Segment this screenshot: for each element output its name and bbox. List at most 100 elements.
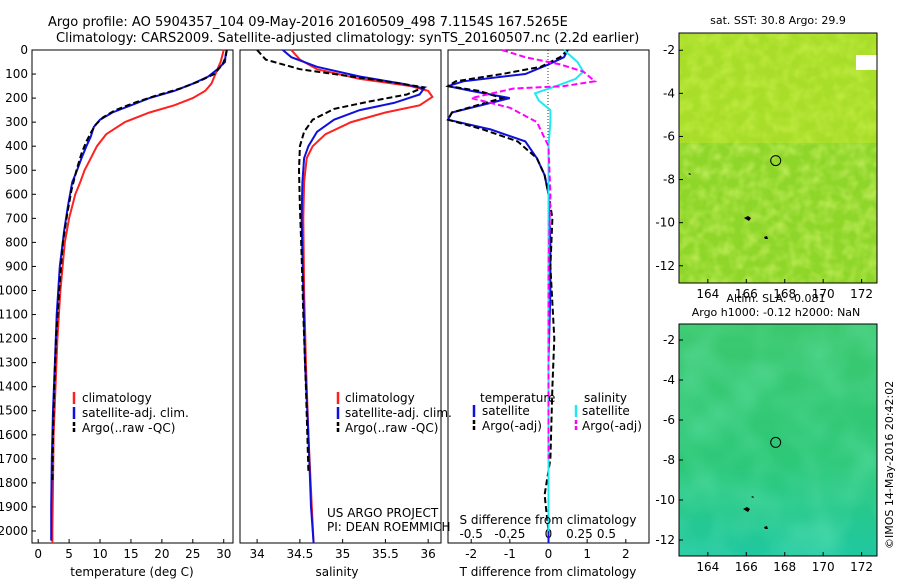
map-x-tick-label: 172	[850, 560, 873, 574]
legend-climatology: climatology	[345, 391, 415, 405]
title-line-2: Climatology: CARS2009. Satellite-adjuste…	[56, 31, 639, 46]
legend-s-satellite: satellite	[582, 404, 630, 418]
x-tick-label: 36	[421, 547, 436, 561]
argo-position-marker	[770, 436, 782, 448]
map-x-tick-label: 164	[696, 287, 719, 301]
depth-tick-label: 500	[5, 163, 28, 177]
x-tick-label: -2	[465, 547, 477, 561]
island	[744, 216, 751, 221]
depth-axis: 0 100 200 300 400 500 600 700 800 900 1000 1100 1200…	[0, 43, 36, 538]
depth-tick-label: 200	[5, 91, 28, 105]
x-tick-label: 1	[583, 547, 591, 561]
x-tick-label: 25	[185, 547, 200, 561]
x-tick-label: 0	[34, 547, 42, 561]
difference-series	[445, 49, 598, 543]
map-y-tick-label: -2	[663, 43, 675, 57]
sla-map-title-1: Altim. SLA: -0.081	[726, 292, 825, 305]
depth-tick-label: 1200	[0, 332, 28, 346]
s-difference-label: S difference from climatology	[460, 513, 637, 527]
map-x-tick-label: 168	[773, 287, 796, 301]
s-tick-label: -0.25	[494, 527, 525, 541]
depth-tick-label: 1000	[0, 283, 28, 297]
sla-map: Altim. SLA: -0.081 Argo h1000: -0.12 h20…	[655, 292, 878, 574]
legend-argo: Argo(..raw -QC)	[82, 421, 175, 435]
x-tick-label: 30	[216, 547, 231, 561]
series-climatology	[290, 49, 434, 544]
map-x-tick-label: 168	[773, 560, 796, 574]
series-argo-raw-qc-	[51, 49, 228, 483]
x-tick-label: -1	[504, 547, 516, 561]
map-y-tick-label: -6	[663, 413, 675, 427]
map-x-tick-label: 166	[735, 560, 758, 574]
map-y-tick-label: -12	[655, 533, 675, 547]
s-tick-label: -0.5	[459, 527, 482, 541]
map-y-tick-label: -12	[655, 259, 675, 273]
difference-x-ticks: -2 -1 0 1 2-0.5 -0.25 0 0.25 0.5	[459, 527, 629, 561]
salinity-panel-frame	[239, 49, 442, 544]
temperature-panel-frame	[31, 49, 234, 544]
difference-panel: -2 -1 0 1 2-0.5 -0.25 0 0.25 0.5 S difference fr…	[445, 49, 650, 579]
legend-t-argo: Argo(-adj)	[482, 419, 542, 433]
footer-timestamp: ©IMOS 14-May-2016 20:42:02	[883, 381, 896, 549]
argo-position-marker	[770, 155, 782, 167]
depth-tick-label: 1600	[0, 428, 28, 442]
t-difference-label: T difference from climatology	[459, 565, 637, 579]
depth-tick-label: 2000	[0, 524, 28, 538]
sla-map-frame	[678, 323, 878, 557]
temperature-legend: climatology satellite-adj. clim. Argo(..…	[72, 391, 189, 435]
island	[743, 507, 750, 512]
pi-annotation: PI: DEAN ROEMMICH	[327, 520, 450, 534]
depth-tick-label: 1500	[0, 404, 28, 418]
sst-islands	[688, 173, 768, 239]
legend-satellite-adj: satellite-adj. clim.	[82, 406, 189, 420]
legend-satellite-adj: satellite-adj. clim.	[345, 406, 452, 420]
x-tick-label: 34.5	[287, 547, 314, 561]
project-annotation: US ARGO PROJECT	[327, 506, 439, 520]
map-x-tick-label: 170	[812, 287, 835, 301]
x-tick-label: 20	[154, 547, 169, 561]
depth-tick-label: 0	[20, 43, 28, 57]
depth-tick-label: 900	[5, 259, 28, 273]
series-climatology	[51, 49, 225, 543]
island	[764, 526, 768, 529]
x-tick-label: 2	[622, 547, 630, 561]
sst-map-frame	[678, 32, 878, 284]
map-y-tick-label: -4	[663, 86, 675, 100]
s-tick-label: 0.5	[597, 527, 616, 541]
map-y-tick-label: -10	[655, 216, 675, 230]
temperature-x-ticks: 0 5 10 15 20 25 30	[34, 539, 231, 561]
depth-tick-label: 1300	[0, 356, 28, 370]
sst-axis-ticks: 164 166 168 170 172 -2 -4 -6 -8 -10 -12	[655, 43, 873, 301]
temperature-series	[50, 49, 228, 543]
series-satellite-adj-clim-	[282, 49, 426, 544]
map-x-tick-label: 166	[735, 287, 758, 301]
salinity-legend: climatology satellite-adj. clim. Argo(..…	[336, 391, 452, 435]
depth-tick-label: 600	[5, 187, 28, 201]
depth-tick-label: 1800	[0, 476, 28, 490]
x-tick-label: 35	[335, 547, 350, 561]
x-tick-label: 5	[65, 547, 73, 561]
sla-map-texture	[679, 324, 877, 556]
series-satellite-adj-clim-	[50, 49, 228, 541]
x-tick-label: 15	[123, 547, 138, 561]
x-tick-label: 34	[249, 547, 264, 561]
island	[688, 173, 691, 175]
map-y-tick-label: -8	[663, 453, 675, 467]
depth-tick-label: 700	[5, 211, 28, 225]
sst-map-texture	[679, 33, 877, 283]
depth-tick-label: 800	[5, 235, 28, 249]
legend-header-salinity: salinity	[584, 391, 627, 405]
salinity-axis-label: salinity	[315, 565, 358, 579]
depth-tick-label: 400	[5, 139, 28, 153]
x-tick-label: 0	[545, 547, 553, 561]
temperature-axis-label: temperature (deg C)	[70, 565, 193, 579]
legend-argo: Argo(..raw -QC)	[345, 421, 438, 435]
map-x-tick-label: 164	[696, 560, 719, 574]
series-s-satellite	[533, 49, 585, 531]
sla-map-title-2: Argo h1000: -0.12 h2000: NaN	[692, 306, 861, 319]
salinity-series	[256, 49, 434, 544]
depth-tick-label: 1700	[0, 452, 28, 466]
x-tick-label: 35.5	[372, 547, 399, 561]
sst-map-title: sat. SST: 30.8 Argo: 29.9	[710, 14, 846, 27]
